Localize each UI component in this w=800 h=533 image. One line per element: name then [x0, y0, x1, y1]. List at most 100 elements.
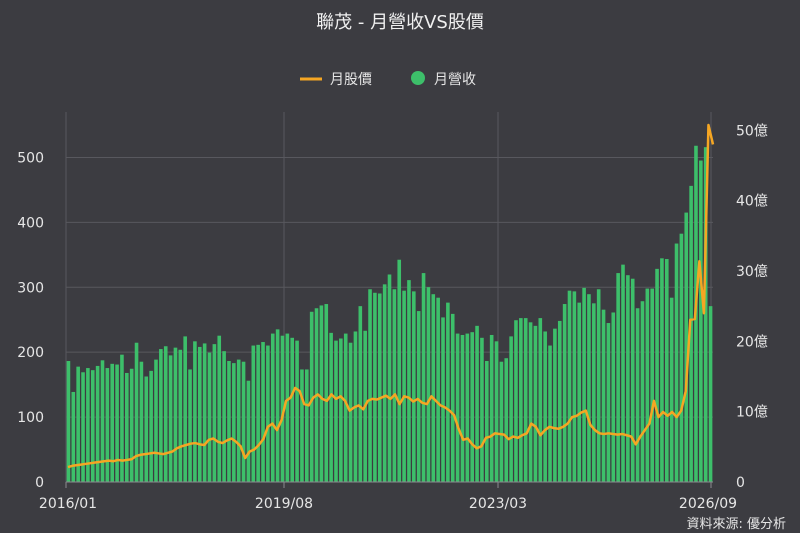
revenue-bar[interactable]: [163, 346, 168, 482]
revenue-bar[interactable]: [241, 361, 246, 482]
revenue-bar[interactable]: [178, 349, 183, 482]
revenue-bar[interactable]: [348, 342, 353, 482]
revenue-bar[interactable]: [373, 292, 377, 482]
revenue-bar[interactable]: [611, 312, 616, 482]
revenue-bar[interactable]: [577, 302, 582, 482]
revenue-bar[interactable]: [183, 336, 187, 482]
revenue-bar[interactable]: [504, 358, 509, 482]
revenue-bar[interactable]: [319, 305, 324, 482]
revenue-bar[interactable]: [144, 376, 149, 482]
revenue-bar[interactable]: [601, 309, 606, 482]
revenue-bar[interactable]: [149, 370, 153, 482]
revenue-bar[interactable]: [407, 280, 411, 482]
revenue-bar[interactable]: [222, 351, 226, 482]
revenue-bar[interactable]: [465, 333, 470, 482]
revenue-bar[interactable]: [232, 363, 236, 482]
revenue-bar[interactable]: [139, 361, 144, 482]
revenue-bar[interactable]: [431, 294, 436, 482]
revenue-bar[interactable]: [519, 318, 523, 482]
revenue-bar[interactable]: [412, 291, 416, 482]
revenue-bar[interactable]: [90, 370, 95, 482]
revenue-bar[interactable]: [640, 301, 645, 482]
revenue-bar[interactable]: [168, 355, 173, 482]
revenue-bar[interactable]: [110, 363, 115, 482]
revenue-bar[interactable]: [392, 289, 397, 482]
revenue-bar[interactable]: [621, 264, 625, 482]
revenue-bar[interactable]: [154, 359, 158, 482]
revenue-bar[interactable]: [470, 332, 474, 482]
revenue-bar[interactable]: [616, 273, 620, 482]
revenue-bar[interactable]: [95, 365, 100, 482]
revenue-bar[interactable]: [329, 332, 333, 482]
revenue-bar[interactable]: [475, 325, 479, 482]
revenue-bar[interactable]: [212, 344, 217, 482]
revenue-bar[interactable]: [708, 306, 713, 482]
revenue-bar[interactable]: [280, 335, 285, 482]
revenue-bar[interactable]: [523, 318, 528, 482]
revenue-bar[interactable]: [699, 160, 703, 483]
revenue-bar[interactable]: [86, 368, 90, 482]
revenue-bar[interactable]: [446, 302, 450, 482]
revenue-bar[interactable]: [290, 337, 295, 482]
revenue-bar[interactable]: [450, 313, 455, 482]
revenue-bar[interactable]: [664, 259, 669, 482]
revenue-bar[interactable]: [202, 343, 207, 482]
revenue-bar[interactable]: [246, 380, 251, 482]
revenue-bar[interactable]: [251, 345, 256, 482]
revenue-bar[interactable]: [533, 325, 538, 482]
revenue-bar[interactable]: [557, 320, 562, 482]
revenue-bar[interactable]: [188, 369, 192, 482]
revenue-bar[interactable]: [266, 345, 270, 482]
revenue-bar[interactable]: [377, 293, 382, 482]
revenue-bar[interactable]: [402, 290, 406, 482]
revenue-bar[interactable]: [115, 364, 119, 482]
revenue-bar[interactable]: [645, 288, 650, 482]
revenue-bar[interactable]: [261, 342, 265, 482]
revenue-bar[interactable]: [387, 274, 392, 482]
revenue-bar[interactable]: [300, 369, 304, 482]
legend-revenue-swatch[interactable]: [411, 71, 425, 85]
revenue-bar[interactable]: [193, 341, 197, 482]
revenue-bar[interactable]: [173, 347, 178, 482]
revenue-bar[interactable]: [572, 291, 577, 482]
revenue-bar[interactable]: [582, 287, 586, 482]
revenue-bar[interactable]: [368, 289, 372, 482]
revenue-bar[interactable]: [129, 368, 134, 482]
revenue-bar[interactable]: [309, 311, 314, 482]
revenue-bar[interactable]: [669, 297, 674, 482]
revenue-bar[interactable]: [100, 360, 105, 482]
revenue-bar[interactable]: [480, 337, 484, 482]
revenue-bar[interactable]: [499, 361, 504, 482]
revenue-bar[interactable]: [553, 328, 557, 482]
revenue-bar[interactable]: [587, 294, 591, 482]
revenue-bar[interactable]: [285, 333, 290, 482]
revenue-bar[interactable]: [207, 352, 212, 482]
revenue-bar[interactable]: [543, 331, 547, 482]
revenue-bar[interactable]: [66, 361, 71, 482]
revenue-bar[interactable]: [275, 329, 280, 482]
revenue-bar[interactable]: [509, 336, 513, 482]
revenue-bar[interactable]: [217, 335, 222, 482]
revenue-bar[interactable]: [684, 212, 689, 482]
revenue-bar[interactable]: [227, 361, 231, 482]
revenue-bar[interactable]: [689, 185, 693, 483]
revenue-bar[interactable]: [270, 333, 275, 482]
revenue-bar[interactable]: [81, 372, 85, 482]
revenue-bar[interactable]: [256, 344, 260, 482]
revenue-bar[interactable]: [538, 318, 543, 482]
revenue-bar[interactable]: [358, 306, 363, 482]
revenue-bar[interactable]: [334, 340, 338, 482]
revenue-bar[interactable]: [426, 287, 431, 482]
revenue-bar[interactable]: [455, 333, 460, 482]
revenue-bar[interactable]: [528, 322, 533, 482]
revenue-bar[interactable]: [197, 346, 202, 482]
revenue-bar[interactable]: [679, 233, 684, 482]
revenue-bar[interactable]: [343, 333, 348, 482]
revenue-bar[interactable]: [489, 334, 494, 482]
revenue-bar[interactable]: [635, 308, 640, 482]
revenue-bar[interactable]: [460, 334, 465, 482]
revenue-bar[interactable]: [76, 366, 80, 482]
legend-revenue-label[interactable]: 月營收: [434, 72, 476, 88]
revenue-bar[interactable]: [592, 303, 596, 482]
revenue-bar[interactable]: [295, 340, 299, 482]
